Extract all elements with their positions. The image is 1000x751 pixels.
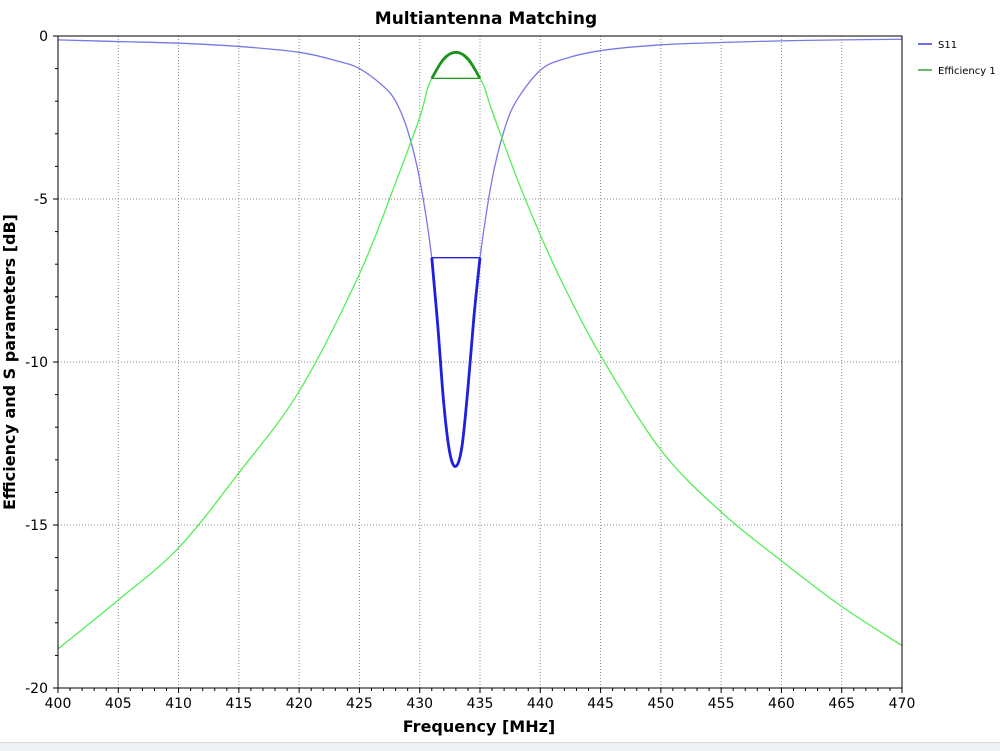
x-tick-label: 465 bbox=[828, 696, 855, 712]
x-tick-label: 405 bbox=[105, 696, 132, 712]
highlight-curve-s11 bbox=[430, 257, 482, 468]
x-tick-label: 460 bbox=[768, 696, 795, 712]
x-tick-label: 420 bbox=[286, 696, 313, 712]
y-tick-label: -5 bbox=[34, 192, 48, 208]
y-axis-label: Efficiency and S parameters [dB] bbox=[0, 214, 19, 510]
y-tick-label: -15 bbox=[25, 518, 48, 534]
axis-ticks: 400 405 410 415 420 425 430 435 440 445 450 455 460 4… bbox=[25, 29, 915, 712]
x-axis-label: Frequency [MHz] bbox=[403, 717, 555, 736]
x-tick-label: 425 bbox=[346, 696, 373, 712]
x-tick-label: 410 bbox=[165, 696, 192, 712]
x-tick-label: 400 bbox=[45, 696, 72, 712]
x-tick-label: 470 bbox=[889, 696, 916, 712]
x-tick-label: 445 bbox=[587, 696, 614, 712]
legend-label-s11: S11 bbox=[938, 40, 957, 51]
x-tick-label: 415 bbox=[225, 696, 252, 712]
x-tick-label: 435 bbox=[467, 696, 494, 712]
status-strip bbox=[0, 742, 1000, 751]
x-tick-label: 455 bbox=[708, 696, 735, 712]
series-layer bbox=[58, 38, 902, 650]
x-tick-label: 430 bbox=[406, 696, 433, 712]
y-tick-label: -10 bbox=[25, 355, 48, 371]
legend-label-efficiency-1: Efficiency 1 bbox=[938, 66, 996, 77]
grid bbox=[58, 36, 902, 688]
y-tick-label: -20 bbox=[25, 681, 48, 697]
x-tick-label: 440 bbox=[527, 696, 554, 712]
chart-title: Multiantenna Matching bbox=[375, 9, 597, 29]
highlight-curve-efficiency-1 bbox=[430, 50, 482, 80]
y-tick-label: 0 bbox=[39, 29, 48, 45]
legend: S11 Efficiency 1 bbox=[918, 40, 996, 77]
x-tick-label: 450 bbox=[647, 696, 674, 712]
series-group bbox=[58, 38, 902, 650]
